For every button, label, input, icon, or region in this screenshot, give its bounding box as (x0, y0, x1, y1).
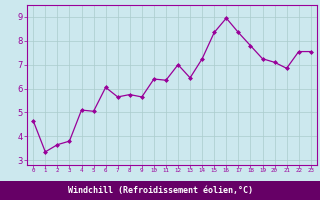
Text: Windchill (Refroidissement éolien,°C): Windchill (Refroidissement éolien,°C) (68, 186, 252, 195)
